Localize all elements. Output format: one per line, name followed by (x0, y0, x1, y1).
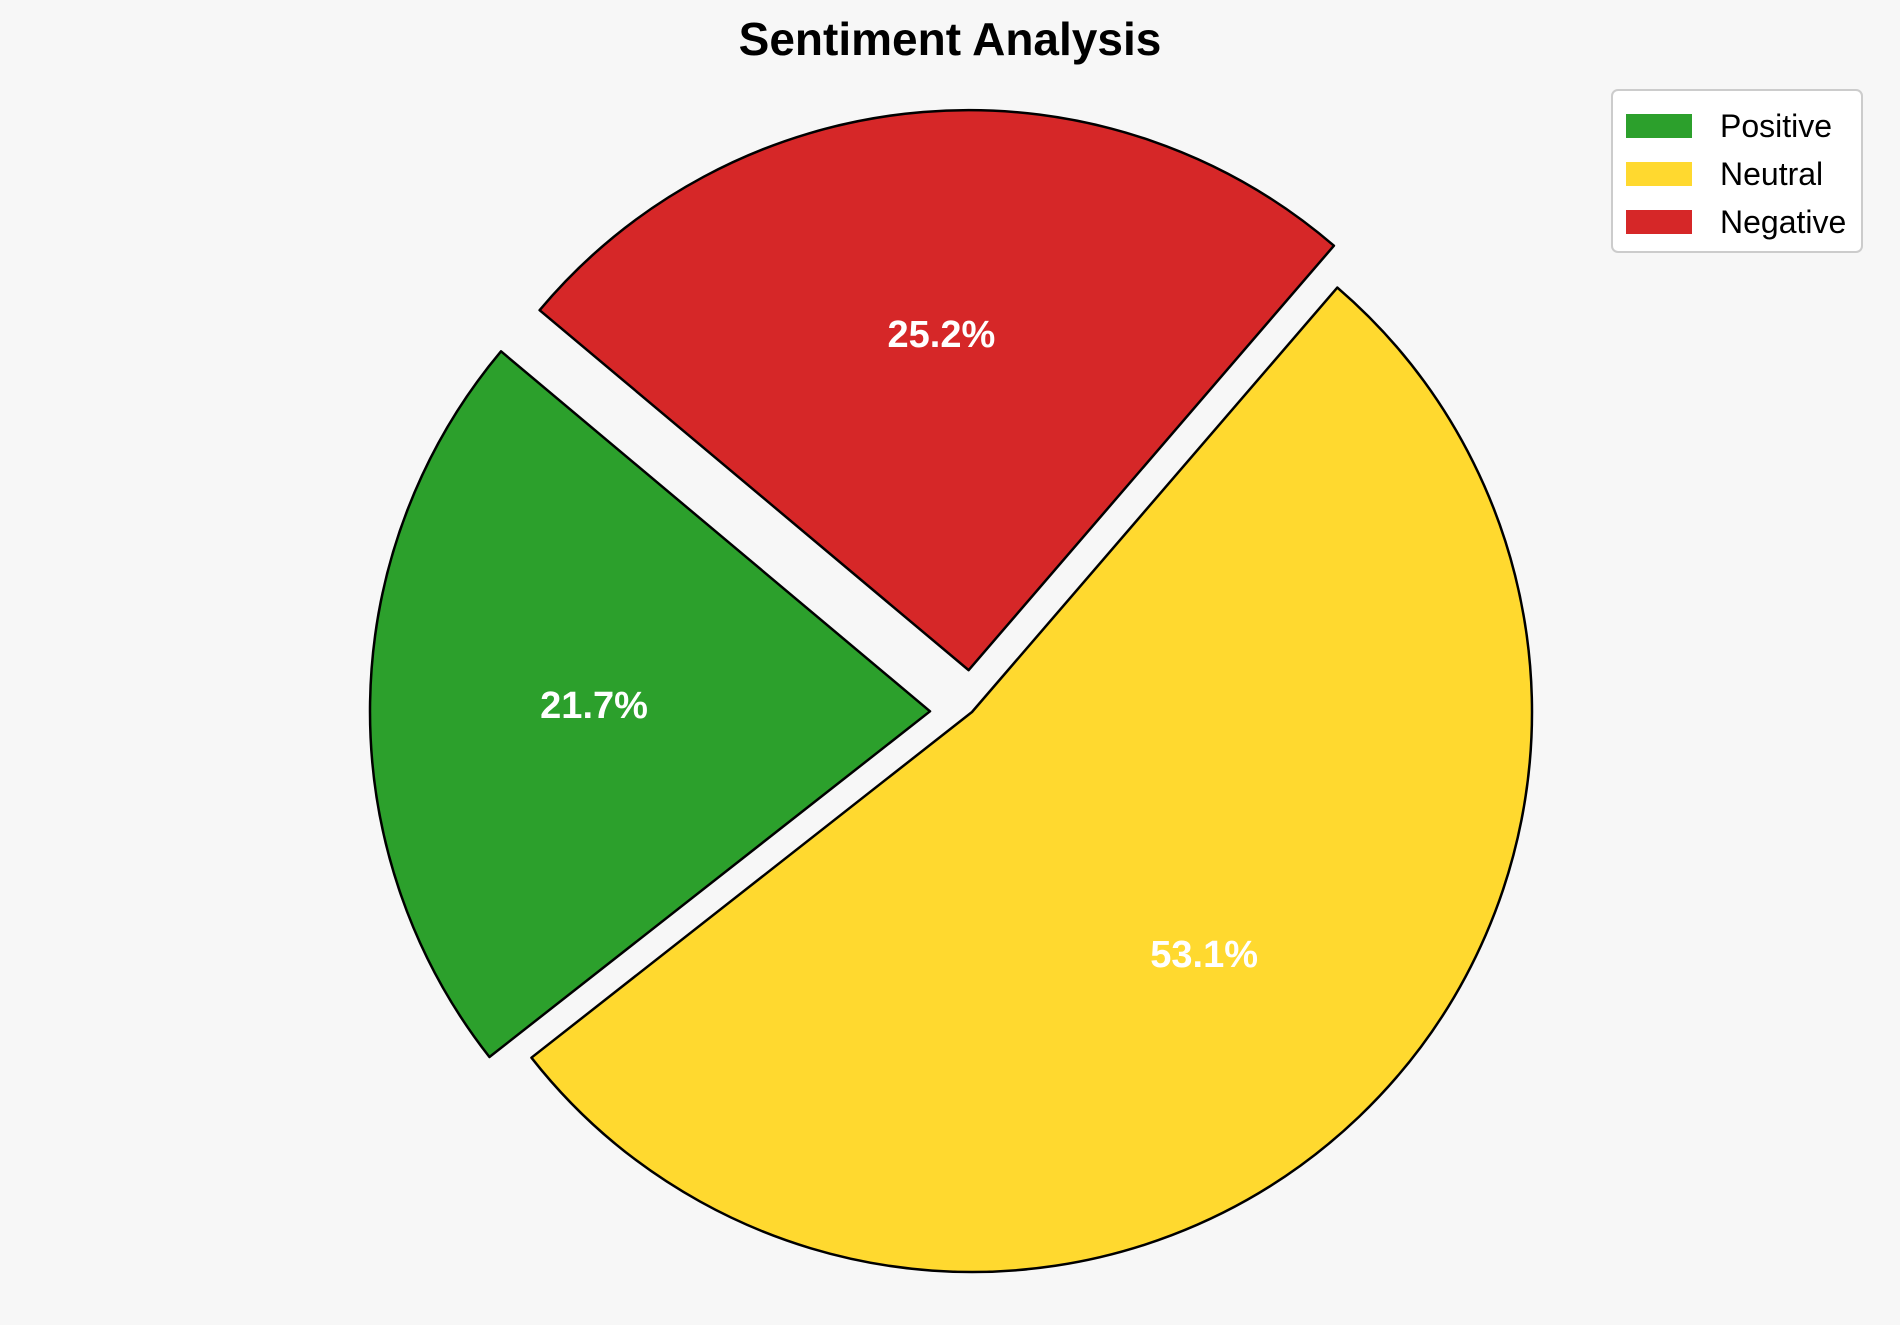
pie-percent-labels: 21.7% 53.1% 25.2% (540, 314, 1258, 976)
pie-label-neutral: 53.1% (1150, 934, 1258, 976)
pie-label-positive: 21.7% (540, 685, 648, 727)
legend-swatch-neutral (1626, 162, 1692, 186)
legend: Positive Neutral Negative (1611, 89, 1863, 253)
pie-slice-negative (538, 108, 1336, 672)
pie-slice-positive (368, 350, 932, 1059)
legend-swatch-negative (1626, 210, 1692, 234)
legend-label-positive: Positive (1720, 108, 1832, 144)
chart-title: Sentiment Analysis (739, 13, 1162, 65)
legend-label-neutral: Neutral (1720, 156, 1823, 192)
pie-slice-neutral (530, 286, 1534, 1274)
pie-label-negative: 25.2% (888, 314, 996, 356)
pie-slices (368, 108, 1534, 1274)
legend-swatch-positive (1626, 114, 1692, 138)
legend-label-negative: Negative (1720, 204, 1846, 240)
